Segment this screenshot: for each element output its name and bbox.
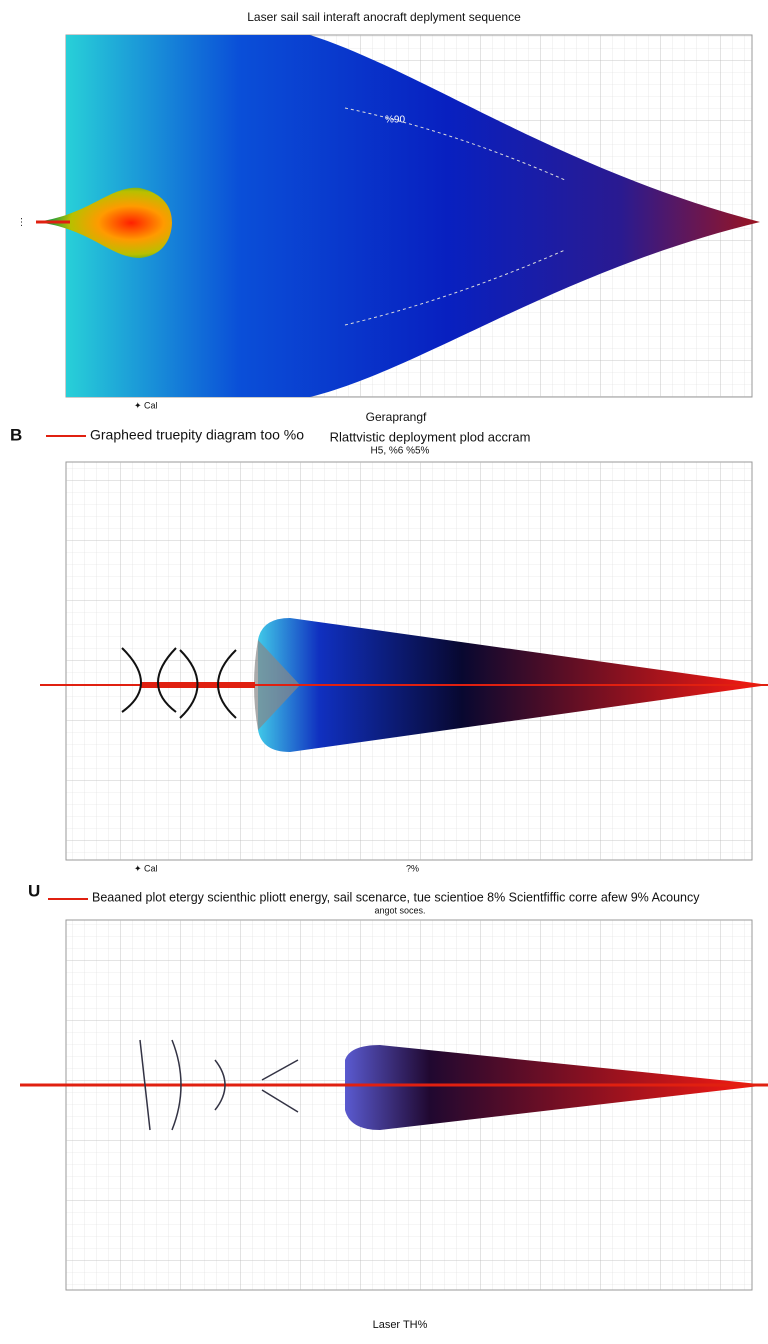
- marker: ✦: [134, 863, 142, 873]
- marker-label: Cal: [144, 400, 158, 410]
- panel-letter: U: [28, 881, 40, 900]
- panel-subtitle: angot soces.: [374, 905, 425, 915]
- flame: [36, 187, 172, 258]
- panel-caption: Beaaned plot etergy scienthic pliott ene…: [92, 890, 700, 904]
- panel-caption: Grapheed truepity diagram too %o: [90, 427, 304, 443]
- panel-subtitle: H5, %6 %5%: [371, 446, 430, 457]
- marker-label: Cal: [144, 863, 158, 873]
- sail-beam: [66, 35, 760, 397]
- panel-title: Laser sail sail interaft anocraft deplym…: [247, 10, 521, 24]
- y-label: ⋯: [17, 217, 28, 227]
- sail-stages: [139, 1039, 299, 1131]
- sail-beam: [345, 1045, 768, 1130]
- x-note: ?%: [406, 863, 419, 873]
- x-axis-label: Geraprangf: [366, 410, 427, 424]
- x-axis-label: Laser TH%: [373, 1319, 428, 1331]
- annotation: %90: [385, 115, 405, 126]
- marker: ✦: [134, 400, 142, 410]
- panel-letter: B: [10, 425, 22, 444]
- panel-title: Rlattvistic deployment plod accram: [330, 429, 531, 444]
- sail-stages: [121, 647, 237, 719]
